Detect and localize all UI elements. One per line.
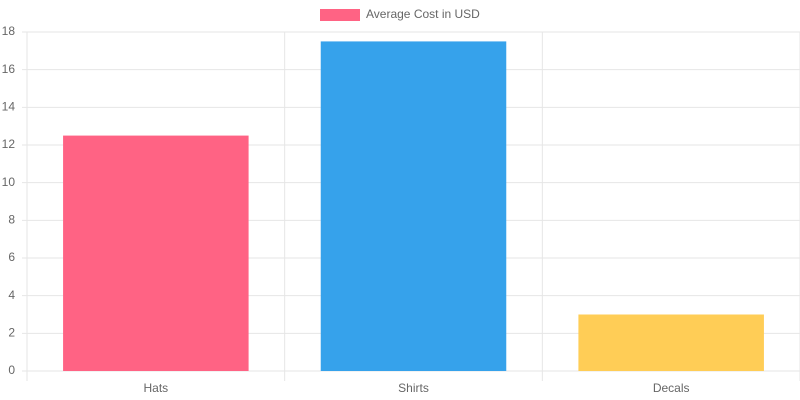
legend-label: Average Cost in USD — [366, 7, 480, 21]
y-tick-label: 8 — [8, 213, 15, 227]
y-tick-label: 6 — [8, 250, 15, 264]
y-tick-label: 4 — [8, 288, 15, 302]
x-tick-label: Decals — [653, 381, 690, 395]
y-tick-label: 2 — [8, 326, 15, 340]
x-tick-label: Hats — [143, 381, 168, 395]
y-tick-label: 16 — [2, 62, 16, 76]
legend-swatch — [320, 9, 360, 21]
y-tick-label: 12 — [2, 137, 16, 151]
y-tick-label: 0 — [8, 363, 15, 377]
bar — [63, 135, 249, 371]
y-tick-label: 14 — [2, 100, 16, 114]
x-tick-label: Shirts — [398, 381, 429, 395]
bar — [578, 314, 764, 371]
bar — [320, 41, 507, 372]
y-tick-label: 18 — [2, 24, 16, 38]
y-tick-label: 10 — [2, 175, 16, 189]
